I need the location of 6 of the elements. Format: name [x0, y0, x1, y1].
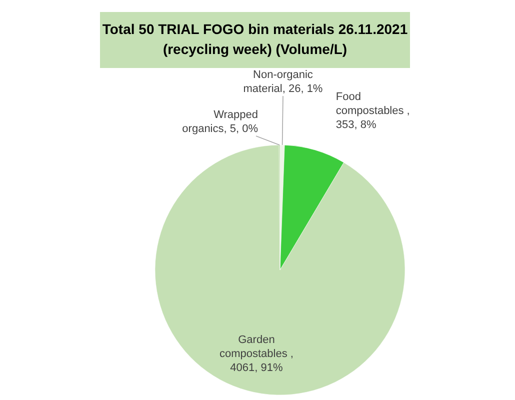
slice-label: Non-organic material, 26, 1%	[243, 69, 323, 95]
slice-label: Food compostables , 353, 8%	[336, 91, 410, 132]
slice-label: Garden compostables , 4061, 91%	[219, 334, 294, 374]
slice-label: Wrapped organics, 5, 0%	[182, 109, 258, 135]
chart-title: Total 50 TRIAL FOGO bin materials 26.11.2021 (recycling week) (Volume/L)	[102, 21, 408, 57]
pie-slice	[154, 144, 406, 395]
